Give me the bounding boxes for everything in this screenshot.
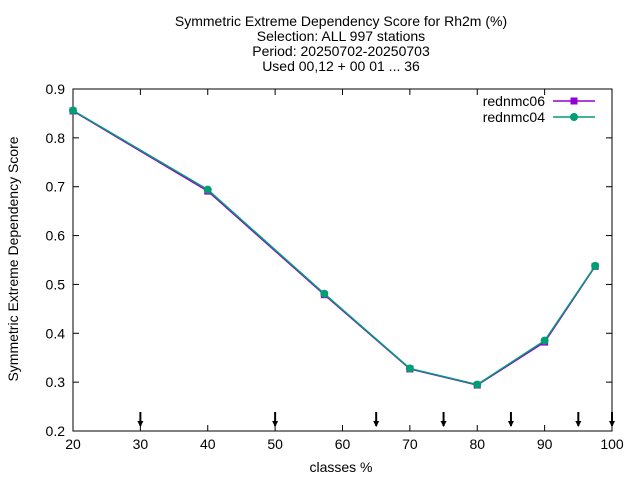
threshold-marker-head bbox=[373, 421, 380, 427]
legend-label: rednmc04 bbox=[483, 109, 545, 125]
series-layer bbox=[69, 106, 600, 389]
title-line: Selection: ALL 997 stations bbox=[257, 28, 425, 44]
x-tick-label: 60 bbox=[335, 436, 351, 452]
title-line: Used 00,12 + 00 01 ... 36 bbox=[262, 58, 420, 74]
x-tick-label: 80 bbox=[469, 436, 485, 452]
y-tick-label: 0.9 bbox=[46, 81, 66, 97]
series-line-rednmc04 bbox=[72, 109, 596, 386]
series-line-rednmc06 bbox=[72, 110, 596, 386]
threshold-marker-head bbox=[507, 421, 514, 427]
y-tick-label: 0.7 bbox=[46, 179, 66, 195]
data-point-rednmc04 bbox=[591, 261, 600, 270]
y-tick-label: 0.5 bbox=[46, 276, 66, 292]
title-line: Symmetric Extreme Dependency Score for R… bbox=[175, 13, 507, 29]
threshold-markers bbox=[137, 412, 615, 427]
x-tick-label: 70 bbox=[402, 436, 418, 452]
x-tick-label: 50 bbox=[267, 436, 283, 452]
threshold-marker-head bbox=[137, 421, 144, 427]
plot-frame bbox=[72, 88, 613, 432]
y-axis: 0.2 0.3 0.4 0.5 0.6 0.7 0.8 0.9 bbox=[46, 81, 612, 439]
threshold-marker-head bbox=[609, 421, 615, 427]
title-line: Period: 20250702-20250703 bbox=[252, 43, 430, 59]
data-point-rednmc04 bbox=[405, 364, 414, 373]
data-point-rednmc04 bbox=[69, 106, 77, 115]
x-tick-label: 40 bbox=[200, 436, 216, 452]
x-tick-label: 20 bbox=[65, 436, 81, 452]
x-tick-label: 100 bbox=[600, 436, 624, 452]
y-tick-label: 0.6 bbox=[46, 228, 66, 244]
threshold-marker-head bbox=[575, 421, 582, 427]
data-point-rednmc04 bbox=[540, 336, 549, 345]
legend-marker bbox=[570, 97, 578, 105]
plot-area bbox=[72, 88, 613, 432]
y-tick-label: 0.8 bbox=[46, 130, 66, 146]
x-axis-label: classes % bbox=[309, 459, 372, 475]
data-point-rednmc04 bbox=[203, 185, 212, 194]
x-tick-label: 90 bbox=[537, 436, 553, 452]
data-point-rednmc04 bbox=[473, 380, 482, 389]
y-tick-label: 0.4 bbox=[46, 325, 66, 341]
threshold-marker-head bbox=[440, 421, 447, 427]
y-axis-label: Symmetric Extreme Dependency Score bbox=[5, 136, 21, 381]
x-axis: 20 30 40 50 60 70 80 90 100 bbox=[65, 89, 624, 452]
y-tick-label: 0.2 bbox=[46, 423, 66, 439]
chart-title: Symmetric Extreme Dependency Score for R… bbox=[175, 13, 507, 74]
threshold-marker-head bbox=[272, 421, 279, 427]
legend-label: rednmc06 bbox=[483, 93, 545, 109]
x-tick-label: 30 bbox=[133, 436, 149, 452]
data-point-rednmc04 bbox=[320, 289, 329, 298]
legend-marker bbox=[570, 113, 578, 121]
y-tick-label: 0.3 bbox=[46, 374, 66, 390]
